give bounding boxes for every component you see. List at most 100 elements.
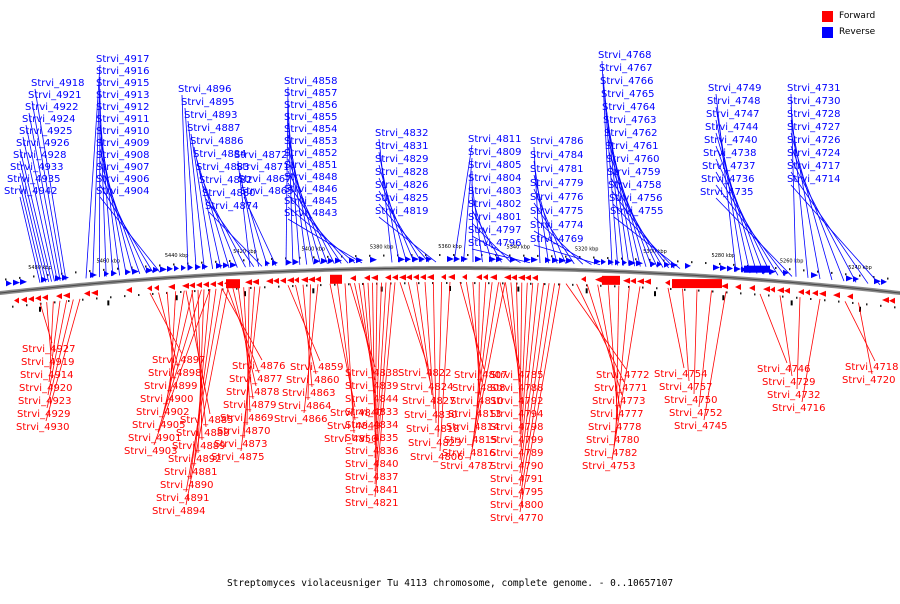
tick-label: 5300 kbp xyxy=(643,249,667,255)
reverse-gene-label: Strvi_4736 xyxy=(701,174,755,185)
tick-label: 5400 kbp xyxy=(302,246,326,252)
forward-gene-leader xyxy=(519,283,545,474)
scale-major-tick xyxy=(39,306,41,312)
scale-minor-tick xyxy=(642,286,644,289)
scale-minor-tick xyxy=(439,254,441,257)
reverse-gene-arrow xyxy=(181,264,186,271)
scale-minor-tick xyxy=(712,290,714,293)
reverse-gene-leader xyxy=(612,203,675,269)
reverse-gene-leader xyxy=(790,184,881,286)
reverse-gene-arrow xyxy=(314,258,320,265)
forward-gene-label: Strvi_4789 xyxy=(490,448,544,459)
reverse-gene-arrow xyxy=(874,278,881,285)
scale-minor-tick xyxy=(796,296,798,299)
forward-gene-arrow xyxy=(273,277,279,284)
forward-gene-label: Strvi_4870 xyxy=(217,426,271,437)
reverse-gene-label: Strvi_4775 xyxy=(530,206,584,217)
reverse-gene-label: Strvi_4883 xyxy=(196,162,250,173)
reverse-gene-label: Strvi_4882 xyxy=(199,175,253,186)
forward-gene-label: Strvi_4863 xyxy=(282,388,336,399)
forward-gene-leader xyxy=(613,285,630,448)
scale-minor-tick xyxy=(866,303,868,306)
reverse-gene-arrow xyxy=(13,279,20,286)
forward-gene-arrow xyxy=(462,274,467,281)
scale-minor-tick xyxy=(334,283,336,286)
forward-gene-leader xyxy=(432,282,437,424)
scale-minor-tick xyxy=(124,295,126,298)
forward-gene-arrow xyxy=(203,281,209,288)
scale-minor-tick xyxy=(320,284,322,287)
map-caption: Streptomyces violaceusniger Tu 4113 chro… xyxy=(226,578,674,589)
scale-minor-tick xyxy=(719,262,721,265)
reverse-gene-arrow xyxy=(174,265,179,272)
forward-gene-label: Strvi_4798 xyxy=(490,422,544,433)
forward-gene-label: Strvi_4873 xyxy=(214,439,268,450)
reverse-gene-leader xyxy=(715,119,751,274)
reverse-gene-arrow xyxy=(566,257,573,264)
scale-minor-tick xyxy=(425,254,427,257)
forward-gene-arrow xyxy=(196,281,202,288)
forward-gene-arrow xyxy=(882,297,889,304)
reverse-gene-label: Strvi_4912 xyxy=(96,102,150,113)
reverse-gene-arrow xyxy=(496,256,503,263)
reverse-gene-arrow xyxy=(223,262,229,269)
reverse-gene-label: Strvi_4829 xyxy=(375,154,429,165)
scale-minor-tick xyxy=(474,282,476,285)
forward-gene-label: Strvi_4835 xyxy=(345,433,399,444)
reverse-gene-label: Strvi_4895 xyxy=(181,97,235,108)
reverse-gene-arrow xyxy=(286,259,292,266)
reverse-gene-arrow xyxy=(461,256,468,263)
reverse-gene-label: Strvi_4728 xyxy=(787,109,841,120)
scale-minor-tick xyxy=(404,282,406,285)
reverse-gene-leader xyxy=(181,94,189,271)
scale-minor-tick xyxy=(82,298,84,301)
reverse-gene-arrow xyxy=(671,262,678,269)
reverse-gene-arrow xyxy=(55,275,62,282)
forward-gene-arrow xyxy=(721,283,728,290)
forward-gene-arrow xyxy=(511,274,517,281)
forward-gene-arrow xyxy=(350,275,356,282)
scale-minor-tick xyxy=(432,282,434,285)
forward-gene-leader xyxy=(372,282,376,433)
forward-gene-label: Strvi_4839 xyxy=(345,381,399,392)
reverse-gene-label: Strvi_4717 xyxy=(787,161,841,172)
scale-minor-tick xyxy=(467,254,469,257)
forward-gene-arrow xyxy=(266,278,273,285)
reverse-gene-label: Strvi_4913 xyxy=(96,90,150,101)
reverse-gene-block xyxy=(744,265,770,273)
scale-minor-tick xyxy=(593,256,595,259)
forward-gene-label: Strvi_4920 xyxy=(19,383,73,394)
reverse-gene-leader xyxy=(471,196,493,263)
reverse-gene-label: Strvi_4896 xyxy=(178,84,232,95)
scale-minor-tick xyxy=(586,284,588,287)
forward-gene-arrow xyxy=(637,278,644,285)
reverse-gene-leader xyxy=(790,132,833,281)
reverse-gene-label: Strvi_4738 xyxy=(703,148,757,159)
scale-minor-tick xyxy=(614,285,616,288)
forward-gene-label: Strvi_4894 xyxy=(152,506,206,517)
scale-minor-tick xyxy=(453,254,455,257)
scale-minor-tick xyxy=(782,295,784,298)
forward-gene-label: Strvi_4806 xyxy=(410,452,464,463)
reverse-gene-label: Strvi_4776 xyxy=(530,192,584,203)
scale-minor-tick xyxy=(47,274,49,277)
tick-label: 5260 kbp xyxy=(780,258,804,264)
scale-minor-tick xyxy=(684,288,686,291)
scale-major-tick xyxy=(244,291,246,297)
scale-minor-tick xyxy=(152,292,154,295)
reverse-gene-leader xyxy=(25,124,58,282)
scale-minor-tick xyxy=(887,277,889,280)
forward-gene-arrow xyxy=(483,274,488,281)
reverse-gene-arrow xyxy=(601,258,606,265)
forward-gene-label: Strvi_4750 xyxy=(664,395,718,406)
forward-gene-leader xyxy=(374,282,391,485)
reverse-gene-label: Strvi_4784 xyxy=(530,150,584,161)
scale-minor-tick xyxy=(180,291,182,293)
reverse-gene-label: Strvi_4796 xyxy=(468,238,522,249)
forward-gene-arrow xyxy=(154,284,159,291)
reverse-gene-arrow xyxy=(146,267,153,274)
reverse-gene-leader xyxy=(287,122,308,265)
reverse-gene-arrow xyxy=(811,272,818,279)
forward-gene-leader xyxy=(469,282,506,461)
forward-swatch xyxy=(822,10,833,22)
